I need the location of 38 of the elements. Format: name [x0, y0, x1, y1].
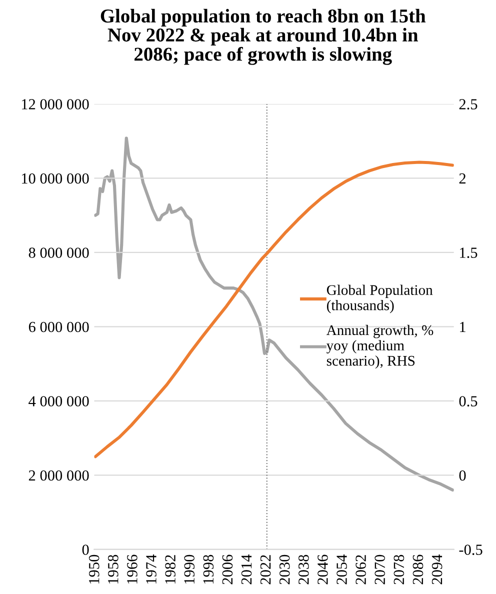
y-tick-label: 10 000 000: [22, 173, 89, 184]
x-tick-label: 2062: [356, 555, 366, 584]
y2-tick-label: 2.5: [459, 99, 478, 110]
line-series: [94, 160, 454, 458]
y-tick-label: 6 000 000: [28, 322, 89, 332]
x-tick-label: 2054: [336, 554, 347, 584]
y-tick-label: 2 000 000: [28, 470, 89, 481]
x-tick-label: 2038: [298, 554, 309, 584]
x-tick-label: 2030: [279, 554, 290, 584]
y-tick-label: 12 000 000: [22, 99, 89, 110]
y2-tick-label: 0.5: [459, 396, 478, 406]
x-tick-label: 2086: [412, 554, 424, 584]
x-tick-label: 2022: [260, 555, 271, 584]
x-tick-label: 2078: [394, 554, 404, 584]
legend-label: Annual growth, % yoy (medium scenario), RHS: [326, 324, 434, 369]
line-series: [94, 136, 454, 492]
y2-tick-label: 1: [460, 322, 466, 332]
x-tick-label: 2046: [318, 554, 328, 584]
x-tick-label: 1966: [127, 554, 138, 584]
x-tick-label: 2006: [222, 554, 233, 584]
x-tick-label: 2094: [432, 554, 442, 584]
y2-tick-label: 2: [459, 173, 466, 184]
y-tick-label: 0: [82, 544, 89, 555]
x-tick-label: 1982: [165, 555, 176, 584]
x-tick-label: 1958: [108, 554, 118, 584]
legend-label: Global Population (thousands): [326, 284, 433, 314]
chart-title: Global population to reach 8bn on 15th Nov 2022 & peak at around 10.4bn in 2086; pace of growth is slowing: [100, 8, 426, 65]
x-tick-label: 1998: [203, 554, 214, 584]
y2-tick-label: -0.5: [459, 544, 482, 555]
x-tick-label: 1974: [146, 554, 156, 584]
x-tick-label: 1990: [184, 554, 195, 584]
y-tick-label: 8 000 000: [28, 248, 89, 258]
y-tick-label: 4 000 000: [28, 396, 89, 406]
x-tick-label: 2014: [241, 554, 252, 584]
x-tick-label: 1950: [88, 554, 100, 584]
y2-tick-label: 1.5: [460, 248, 478, 258]
y2-tick-label: 0: [459, 470, 466, 481]
x-tick-label: 2070: [374, 554, 386, 584]
